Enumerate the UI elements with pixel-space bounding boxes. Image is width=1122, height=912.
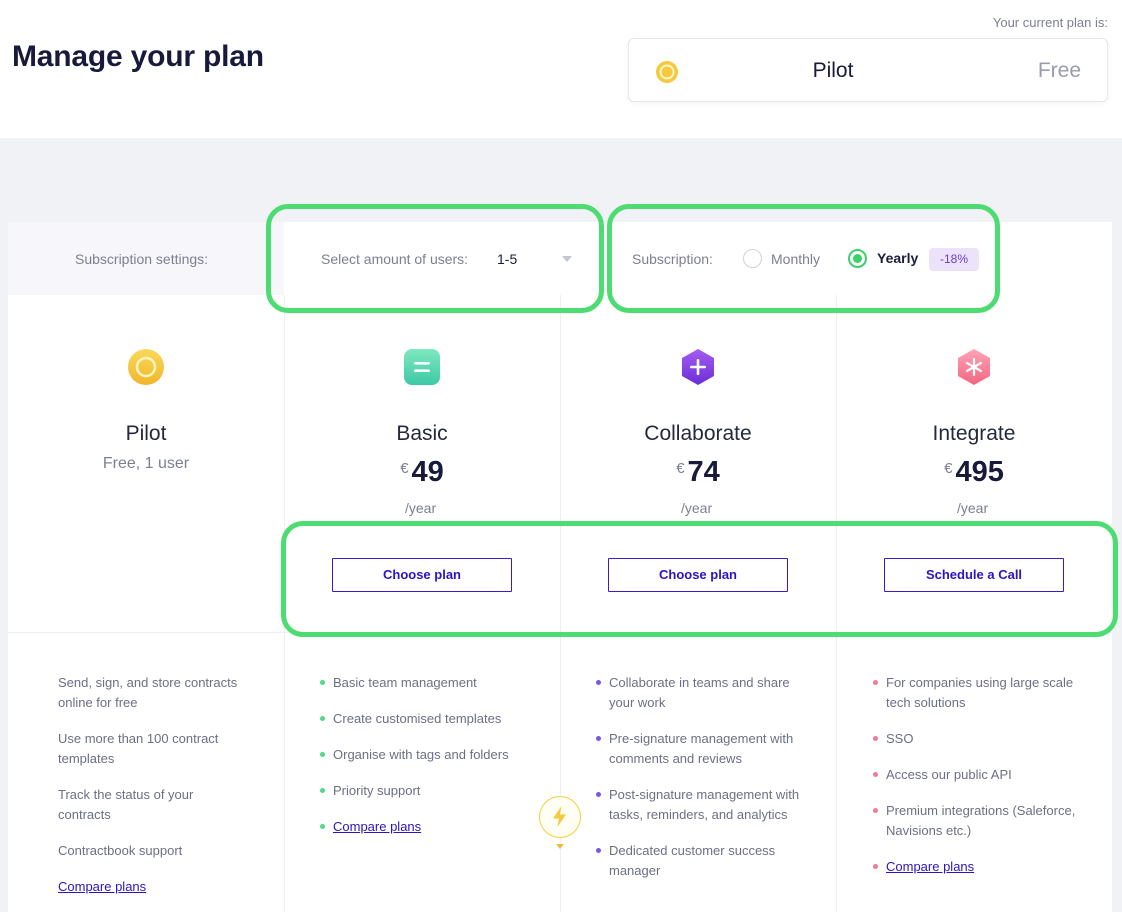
list-item: SSO — [873, 729, 1088, 749]
list-item: Priority support — [320, 781, 550, 801]
asterisk-icon — [955, 348, 993, 386]
column-divider — [836, 295, 837, 912]
feature-list-pilot: Send, sign, and store contracts online f… — [58, 673, 248, 912]
current-plan-price: Free — [1037, 59, 1081, 82]
highlight-plan-buttons — [281, 521, 1118, 637]
highlight-users-select — [266, 204, 604, 313]
yearly-radio[interactable] — [848, 249, 867, 268]
choose-plan-basic-button[interactable]: Choose plan — [332, 558, 512, 592]
list-item: For companies using large scale tech sol… — [873, 673, 1088, 713]
price-period: /year — [957, 500, 989, 516]
currency-symbol: € — [944, 460, 953, 477]
list-item: Organise with tags and folders — [320, 745, 550, 765]
currency-symbol: € — [676, 460, 685, 477]
list-item: Post-signature management with tasks, re… — [596, 785, 811, 825]
list-item: Contractbook support — [58, 843, 183, 858]
price-period: /year — [405, 500, 437, 516]
discount-badge: -18% — [929, 248, 979, 271]
page-title: Manage your plan — [12, 40, 264, 73]
choose-plan-collaborate-button[interactable]: Choose plan — [608, 558, 788, 592]
plan-name-basic: Basic — [396, 422, 448, 445]
list-item: Track the status of your contracts — [58, 787, 194, 822]
currency-symbol: € — [400, 460, 409, 477]
price-amount: 49 — [411, 456, 444, 488]
compare-plans-link[interactable]: Compare plans — [873, 857, 1088, 877]
plan-price-integrate: €495 — [836, 456, 1112, 489]
plan-price-collaborate: €74 — [560, 456, 836, 489]
caret-down-icon — [556, 844, 564, 849]
chevron-down-icon[interactable] — [562, 256, 572, 262]
list-item: Create customised templates — [320, 709, 550, 729]
price-amount: 74 — [687, 456, 720, 488]
plan-name-integrate: Integrate — [932, 422, 1016, 445]
monthly-radio[interactable] — [743, 249, 762, 268]
monthly-radio-label[interactable]: Monthly — [771, 251, 821, 267]
users-select-label: Select amount of users: — [321, 251, 469, 267]
users-select[interactable]: 1-5 — [497, 251, 518, 267]
coin-icon — [655, 60, 679, 89]
price-period: /year — [681, 500, 713, 516]
lightning-icon[interactable] — [539, 796, 581, 838]
plan-subtitle-pilot: Free, 1 user — [102, 455, 190, 472]
yearly-radio-label[interactable]: Yearly — [877, 250, 919, 266]
feature-list-integrate: For companies using large scale tech sol… — [873, 673, 1088, 893]
list-item: Premium integrations (Saleforce, Navisio… — [873, 801, 1088, 841]
list-item: Send, sign, and store contracts online f… — [58, 675, 238, 710]
compare-plans-link[interactable]: Compare plans — [320, 817, 550, 837]
list-item: Dedicated customer success manager — [596, 841, 811, 881]
list-item: Use more than 100 contract templates — [58, 731, 219, 766]
list-item: Collaborate in teams and share your work — [596, 673, 811, 713]
subscription-settings-label: Subscription settings: — [75, 251, 209, 267]
subscription-label: Subscription: — [632, 251, 713, 267]
list-item: Pre-signature management with comments a… — [596, 729, 811, 769]
plan-name-pilot: Pilot — [125, 422, 167, 445]
feature-list-basic: Basic team management Create customised … — [320, 673, 550, 853]
compare-plans-link[interactable]: Compare plans — [58, 879, 147, 894]
list-item: Basic team management — [320, 673, 550, 693]
coin-icon — [127, 348, 165, 386]
plan-name-collaborate: Collaborate — [644, 422, 752, 445]
price-amount: 495 — [955, 456, 1004, 488]
highlight-subscription-toggle — [607, 204, 1000, 313]
plan-price-basic: €49 — [284, 456, 560, 489]
schedule-call-button[interactable]: Schedule a Call — [884, 558, 1064, 592]
feature-list-collaborate: Collaborate in teams and share your work… — [596, 673, 811, 897]
current-plan-card: Pilot Free — [628, 38, 1108, 102]
list-item: Access our public API — [873, 765, 1088, 785]
column-divider — [560, 295, 561, 912]
current-plan-label: Your current plan is: — [992, 15, 1108, 30]
equals-icon — [403, 348, 441, 386]
plus-icon — [679, 348, 717, 386]
current-plan-name: Pilot — [812, 59, 854, 82]
